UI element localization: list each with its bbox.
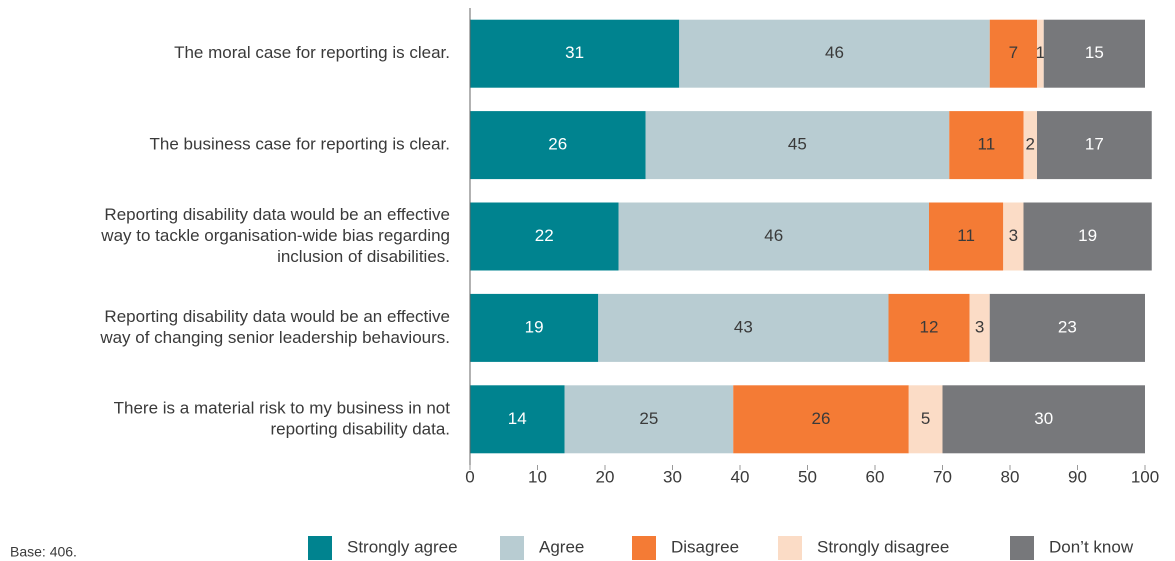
data-label: 43 [734, 317, 753, 336]
data-label: 30 [1034, 409, 1053, 428]
bar-segment [470, 385, 565, 454]
bar-segment [470, 19, 680, 88]
legend-label: Disagree [671, 537, 739, 556]
bar-segment [1023, 202, 1152, 271]
category-label: inclusion of disabilities. [277, 247, 450, 266]
bar-segment [888, 293, 970, 362]
data-label: 26 [548, 135, 567, 154]
category-label: way to tackle organisation-wide bias reg… [100, 226, 450, 245]
data-label: 22 [535, 226, 554, 245]
bar-segment [929, 202, 1004, 271]
category-label: reporting disability data. [270, 419, 450, 438]
x-tick-label: 100 [1131, 467, 1159, 486]
data-label: 25 [639, 409, 658, 428]
data-label: 45 [788, 135, 807, 154]
data-label: 5 [921, 409, 930, 428]
data-label: 31 [565, 43, 584, 62]
x-tick-label: 70 [933, 467, 952, 486]
data-label: 19 [525, 317, 544, 336]
legend-label: Agree [539, 537, 584, 556]
bar-segment [618, 202, 929, 271]
bar-segment [470, 293, 599, 362]
data-label: 19 [1078, 226, 1097, 245]
bar-segment [679, 19, 990, 88]
bar-segment [989, 19, 1037, 88]
legend-swatch [632, 536, 656, 560]
bar-segment [1037, 111, 1152, 180]
x-tick-label: 10 [528, 467, 547, 486]
x-tick-label: 40 [731, 467, 750, 486]
category-label: The business case for reporting is clear… [150, 135, 450, 154]
category-label: way of changing senior leadership behavi… [99, 328, 450, 347]
x-tick-label: 30 [663, 467, 682, 486]
bar-segment [470, 202, 619, 271]
data-label: 7 [1009, 43, 1018, 62]
data-label: 46 [764, 226, 783, 245]
bar-segment [908, 385, 943, 454]
note: Base: 406. [10, 544, 77, 560]
bar-segment [969, 293, 990, 362]
category-label: Reporting disability data would be an ef… [104, 205, 450, 224]
data-label: 23 [1058, 317, 1077, 336]
data-label: 11 [978, 135, 996, 154]
bar-segment [942, 385, 1145, 454]
legend-swatch [500, 536, 524, 560]
legend-swatch [778, 536, 802, 560]
x-tick-label: 60 [866, 467, 885, 486]
data-label: 17 [1085, 135, 1104, 154]
bar-segment [470, 111, 646, 180]
x-tick-label: 0 [465, 467, 474, 486]
legend-swatch [1010, 536, 1034, 560]
x-tick-label: 20 [596, 467, 615, 486]
data-label: 12 [920, 317, 939, 336]
bar-segment [645, 111, 950, 180]
bar-segment [733, 385, 909, 454]
x-tick-label: 90 [1068, 467, 1087, 486]
legend-swatch [308, 536, 332, 560]
data-label: 3 [975, 317, 984, 336]
bar-segment [1023, 111, 1037, 180]
legend-label: Strongly agree [347, 537, 458, 556]
category-label: Reporting disability data would be an ef… [104, 307, 450, 326]
legend-label: Strongly disagree [817, 537, 949, 556]
bar-segment [989, 293, 1145, 362]
data-label: 26 [812, 409, 831, 428]
data-label: 46 [825, 43, 844, 62]
x-tick-label: 80 [1001, 467, 1020, 486]
bar-segment [1043, 19, 1145, 88]
bar-segment [598, 293, 889, 362]
bar-segment [1037, 19, 1044, 88]
legend-label: Don’t know [1049, 537, 1134, 556]
bar-segment [1003, 202, 1024, 271]
bar-segment [949, 111, 1024, 180]
bar-segment [564, 385, 734, 454]
x-tick-label: 50 [798, 467, 817, 486]
data-label: 3 [1009, 226, 1018, 245]
category-label: There is a material risk to my business … [114, 398, 451, 417]
data-label: 15 [1085, 43, 1104, 62]
data-label: 11 [957, 226, 975, 245]
data-label: 1 [1036, 43, 1045, 62]
category-label: The moral case for reporting is clear. [174, 43, 450, 62]
data-label: 2 [1026, 135, 1035, 154]
data-label: 14 [508, 409, 527, 428]
